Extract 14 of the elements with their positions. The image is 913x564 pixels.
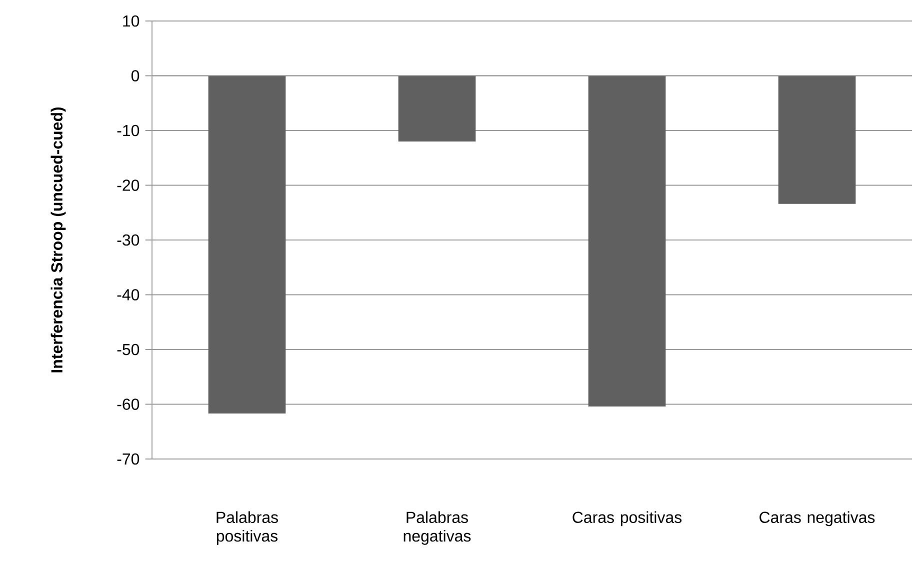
x-tick-label: Palabras positivas — [216, 511, 278, 545]
x-tick-label: Caras positivas — [572, 511, 682, 526]
y-tick-label: -70 — [117, 453, 140, 465]
y-tick-label: -20 — [117, 180, 140, 191]
x-tick-label: Palabras negativas — [404, 511, 471, 545]
y-tick-label: -30 — [117, 234, 140, 246]
y-tick-label: 0 — [131, 70, 140, 82]
y-tick-label: -40 — [117, 289, 140, 300]
y-tick-label: -10 — [117, 124, 140, 136]
y-axis-title: Interferencia Stroop (uncued-cued) — [50, 107, 66, 372]
x-tick-label: Caras negativas — [760, 511, 875, 526]
y-tick-label: -60 — [117, 398, 140, 410]
y-tick-label: 10 — [123, 15, 140, 27]
y-tick-label: -50 — [117, 344, 140, 356]
